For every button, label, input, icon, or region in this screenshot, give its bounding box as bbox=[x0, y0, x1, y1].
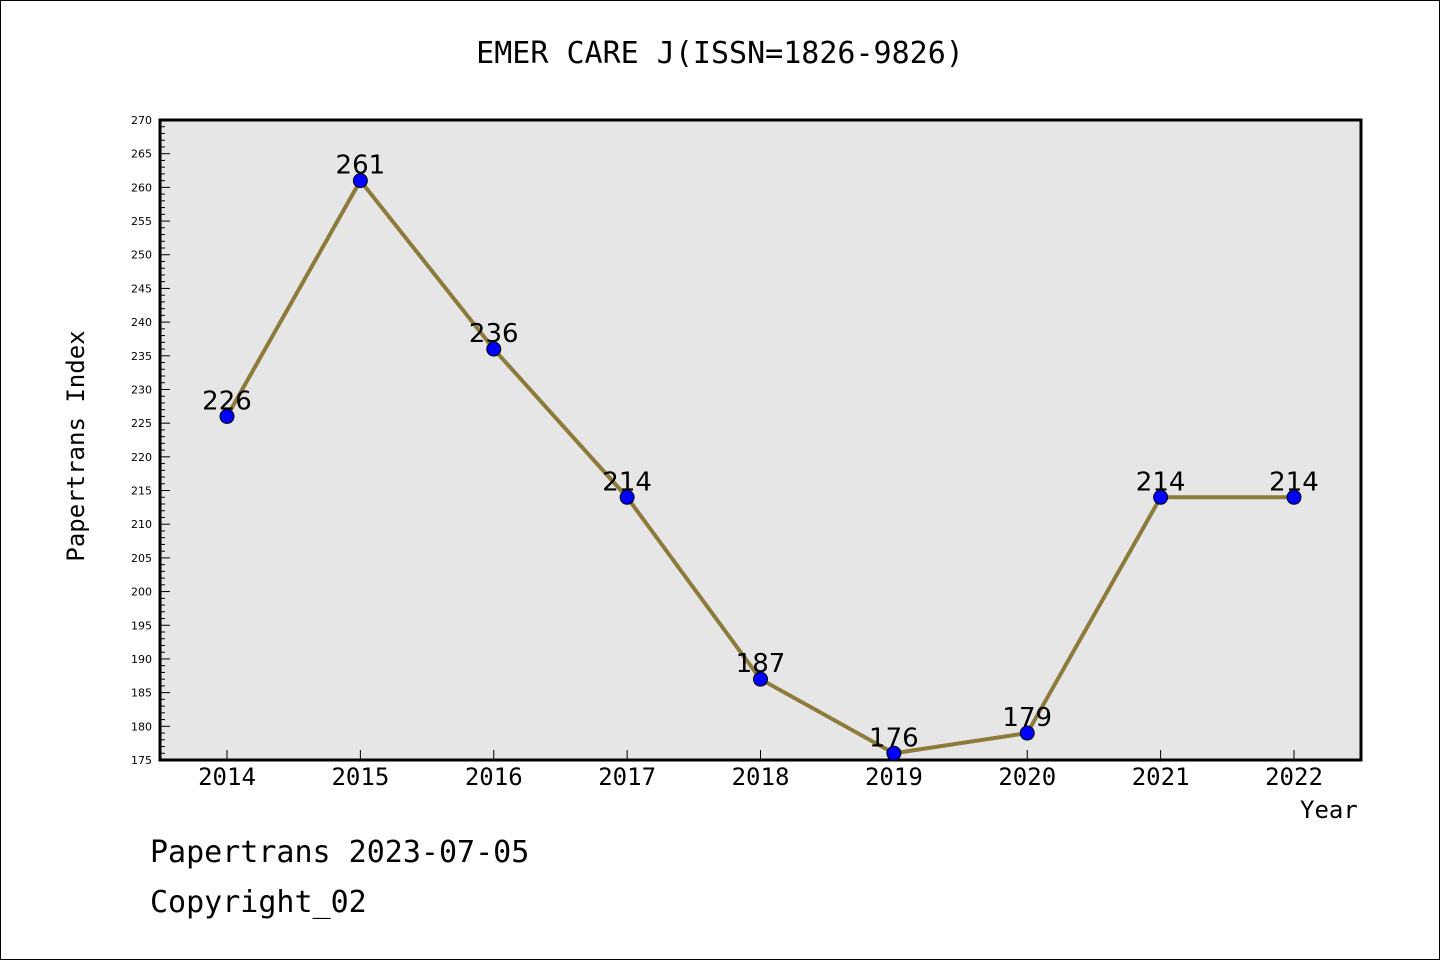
data-label: 214 bbox=[1136, 467, 1186, 497]
y-tick-label: 205 bbox=[131, 552, 152, 565]
data-label: 236 bbox=[469, 319, 519, 349]
data-labels-layer: 226 261 236 214 187 176 179 214 214 bbox=[202, 151, 1319, 754]
data-point bbox=[486, 341, 502, 357]
y-tick-label: 210 bbox=[131, 518, 152, 531]
y-tick-label: 225 bbox=[131, 417, 152, 430]
y-tick-label: 180 bbox=[131, 720, 152, 733]
x-tick-label: 2022 bbox=[1265, 763, 1323, 791]
data-label: 176 bbox=[869, 723, 919, 753]
x-tick-label: 2014 bbox=[198, 763, 256, 791]
y-tick-label: 255 bbox=[131, 215, 152, 228]
y-tick-label: 265 bbox=[131, 148, 152, 161]
y-tick-label: 185 bbox=[131, 687, 152, 700]
x-axis-ticks: 2014 2015 2016 2017 2018 2019 2020 2021 2022 bbox=[198, 750, 1323, 791]
x-tick-label: 2020 bbox=[998, 763, 1056, 791]
data-point bbox=[352, 173, 368, 189]
series-layer bbox=[219, 173, 1302, 761]
y-tick-label: 240 bbox=[131, 316, 152, 329]
data-point bbox=[886, 745, 902, 761]
data-point bbox=[1153, 489, 1169, 505]
y-tick-label: 175 bbox=[131, 754, 152, 767]
y-tick-label: 215 bbox=[131, 485, 152, 498]
x-tick-label: 2021 bbox=[1132, 763, 1190, 791]
y-tick-label: 190 bbox=[131, 653, 152, 666]
y-tick-label: 270 bbox=[131, 114, 152, 127]
footer-copyright: Copyright_02 bbox=[150, 885, 367, 920]
data-point bbox=[619, 489, 635, 505]
y-tick-label: 235 bbox=[131, 350, 152, 363]
data-label: 179 bbox=[1002, 703, 1052, 733]
data-label: 226 bbox=[202, 386, 252, 416]
data-point bbox=[219, 408, 235, 424]
y-tick-label: 220 bbox=[131, 451, 152, 464]
y-tick-label: 260 bbox=[131, 181, 152, 194]
x-tick-label: 2015 bbox=[331, 763, 389, 791]
y-tick-label: 200 bbox=[131, 586, 152, 599]
x-tick-label: 2017 bbox=[598, 763, 656, 791]
data-label: 214 bbox=[602, 467, 652, 497]
data-point bbox=[1286, 489, 1302, 505]
footer-date: Papertrans 2023-07-05 bbox=[150, 835, 530, 870]
data-point bbox=[753, 671, 768, 687]
y-tick-label: 195 bbox=[131, 619, 152, 632]
data-label: 214 bbox=[1269, 467, 1319, 497]
x-tick-label: 2019 bbox=[865, 763, 923, 791]
x-axis-label: Year bbox=[1300, 796, 1358, 824]
data-label: 187 bbox=[736, 649, 786, 679]
x-tick-label: 2016 bbox=[465, 763, 523, 791]
data-label: 261 bbox=[336, 151, 386, 181]
plot-area bbox=[158, 118, 1363, 762]
y-tick-label: 230 bbox=[131, 383, 152, 396]
y-axis-ticks: 175 180 185 190 195 200 205 210 215 220 225 230 235 2… bbox=[131, 114, 170, 767]
y-tick-label: 250 bbox=[131, 249, 152, 262]
x-tick-label: 2018 bbox=[732, 763, 790, 791]
chart-title: EMER CARE J(ISSN=1826-9826) bbox=[476, 36, 964, 71]
data-point bbox=[1019, 725, 1035, 741]
y-tick-label: 245 bbox=[131, 282, 152, 295]
